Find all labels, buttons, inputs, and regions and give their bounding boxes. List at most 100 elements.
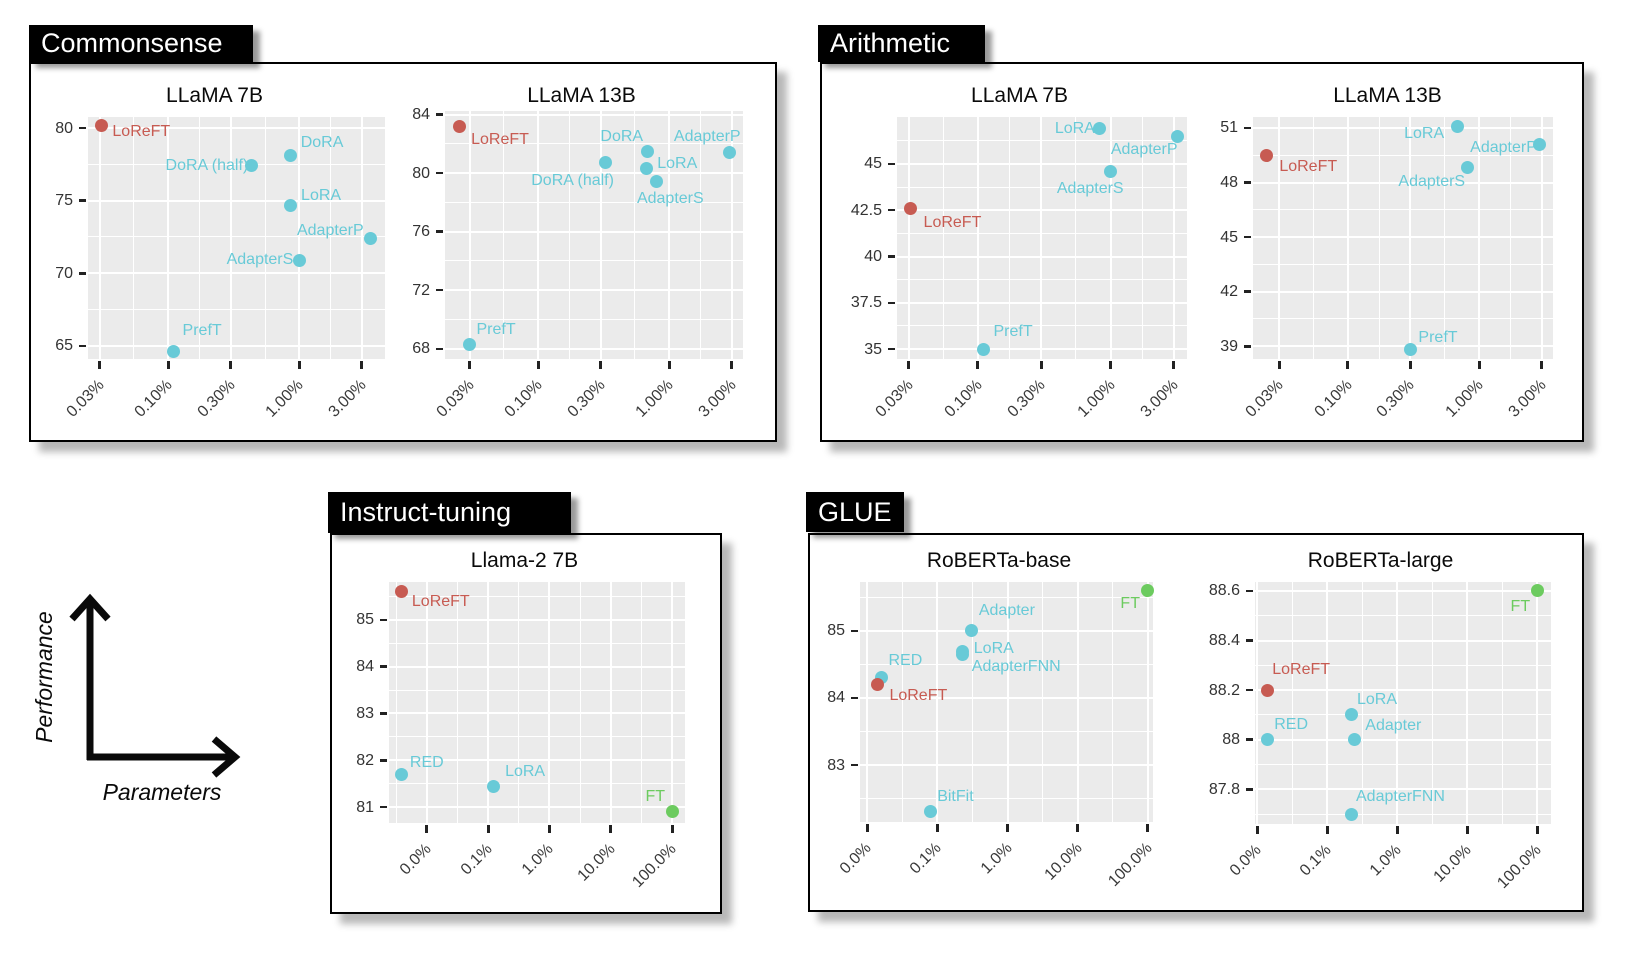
data-point-lora: [283, 198, 297, 212]
x-minor-gridline: [518, 582, 520, 823]
y-tick-mark: [436, 171, 443, 175]
y-tick-mark: [1244, 290, 1251, 293]
y-major-gridline: [389, 806, 685, 809]
x-major-gridline: [1256, 582, 1258, 824]
y-minor-gridline: [1253, 318, 1553, 320]
x-tick-mark: [1408, 361, 1412, 369]
y-tick-mark: [1244, 181, 1251, 184]
x-major-gridline: [1146, 582, 1149, 822]
x-minor-gridline: [264, 117, 266, 359]
data-point-adapters: [1460, 161, 1474, 175]
y-tick-label: 81: [356, 798, 374, 816]
data-point-label-loreft: LoReFT: [112, 122, 171, 140]
y-tick-mark: [1246, 688, 1253, 692]
x-tick-mark: [1076, 824, 1080, 832]
y-major-gridline: [1253, 290, 1553, 293]
x-tick-mark: [1172, 361, 1176, 369]
x-major-gridline: [1109, 117, 1112, 359]
x-major-gridline: [360, 117, 363, 359]
data-point-loreft: [870, 678, 884, 692]
x-major-gridline: [668, 111, 671, 359]
x-major-gridline: [609, 582, 612, 823]
y-major-gridline: [1255, 639, 1551, 642]
y-minor-gridline: [88, 309, 385, 311]
y-tick-label: 75: [55, 192, 73, 210]
x-major-gridline: [907, 117, 910, 359]
y-tick-label: 37.5: [850, 294, 882, 312]
data-point-label-loreft: LoReFT: [411, 593, 470, 611]
data-point-label-preft: PrefT: [182, 322, 222, 340]
y-major-gridline: [860, 629, 1153, 632]
y-tick-label: 83: [356, 704, 374, 722]
x-major-gridline: [1466, 582, 1469, 824]
y-major-gridline: [445, 230, 743, 233]
y-major-gridline: [1255, 738, 1551, 741]
x-tick-mark: [1146, 824, 1150, 832]
y-minor-gridline: [1255, 664, 1551, 666]
y-tick-label: 80: [55, 119, 73, 137]
y-tick-label: 87.8: [1208, 780, 1240, 798]
data-point-label-lora: LoRA: [657, 155, 698, 173]
scatter-plot-arithmetic-llama13b: 0.03% 0.10% 0.30% 1.00% 3.00% 39 42 45 48 51 LoRA A…: [1220, 117, 1553, 421]
y-tick-label: 88: [1222, 731, 1240, 749]
x-tick-mark: [1039, 361, 1043, 369]
y-tick-mark: [1244, 235, 1251, 239]
y-major-gridline: [897, 348, 1187, 350]
data-point-label-adapterp: AdapterP: [296, 221, 364, 239]
x-major-gridline: [1172, 117, 1175, 359]
y-minor-gridline: [1255, 813, 1551, 815]
y-major-gridline: [445, 289, 743, 292]
plot-title-instruct-llama2-7b: Llama-2 7B: [470, 549, 579, 572]
y-tick-mark: [380, 759, 387, 762]
y-minor-gridline: [445, 201, 743, 203]
panel-tag-instruct-tuning: Instruct-tuning: [328, 492, 571, 533]
data-point-label-adapter: Adapter: [1365, 717, 1422, 735]
data-point-adapterfnn: [1344, 807, 1358, 821]
scatter-plot-glue-roberta-base: 0.0% 0.1% 1.0% 10.0% 100.0% 83 84 85 FT Adapter Ad…: [827, 582, 1156, 890]
x-minor-gridline: [1075, 117, 1077, 359]
x-minor-gridline: [568, 111, 570, 359]
data-point-label-adapterp: AdapterP: [1110, 140, 1178, 158]
y-major-gridline: [389, 618, 685, 621]
data-point-label-adapters: AdapterS: [1056, 179, 1124, 197]
y-minor-gridline: [1253, 263, 1553, 265]
x-major-gridline: [599, 111, 602, 359]
y-tick-mark: [1246, 589, 1253, 593]
x-minor-gridline: [1042, 582, 1044, 822]
x-minor-gridline: [1112, 582, 1114, 822]
y-major-gridline: [88, 344, 385, 347]
y-tick-label: 83: [827, 756, 845, 774]
y-major-gridline: [1253, 236, 1553, 239]
x-minor-gridline: [1291, 582, 1293, 824]
x-tick-mark: [935, 824, 939, 832]
data-point-label-adapterfnn: AdapterFNN: [971, 657, 1061, 675]
data-point-preft: [167, 345, 181, 359]
y-tick-mark: [888, 255, 895, 258]
data-point-label-loreft: LoReFT: [471, 130, 529, 148]
y-tick-mark: [1244, 345, 1251, 348]
data-point-label-dora-half-: DoRA (half): [165, 157, 249, 175]
x-tick-mark: [1255, 826, 1259, 834]
data-point-red: [395, 767, 409, 781]
y-tick-label: 88.2: [1208, 681, 1240, 699]
y-major-gridline: [897, 162, 1187, 165]
y-tick-label: 51: [1220, 119, 1238, 137]
x-major-gridline: [976, 117, 979, 359]
y-tick-mark: [436, 288, 443, 292]
y-tick-label: 84: [356, 658, 374, 676]
x-tick-mark: [1535, 826, 1539, 834]
scatter-plot-commonsense-llama7b: 0.03% 0.10% 0.30% 1.00% 3.00% 65 70 75 80 LoReFT D…: [55, 117, 385, 421]
panel-tag-arithmetic: Arithmetic: [818, 25, 985, 62]
data-point-adapterp: [364, 231, 378, 245]
y-tick-mark: [851, 629, 858, 633]
data-point-label-dora-half-: DoRA (half): [531, 172, 614, 190]
y-tick-label: 45: [1220, 228, 1238, 246]
data-point-loreft: [904, 201, 918, 215]
data-point-label-preft: PrefT: [476, 320, 516, 338]
y-minor-gridline: [860, 663, 1153, 665]
x-tick-mark: [1109, 361, 1113, 369]
x-tick-mark: [1277, 361, 1281, 369]
data-point-bitfit: [923, 805, 937, 819]
y-tick-mark: [888, 347, 895, 351]
